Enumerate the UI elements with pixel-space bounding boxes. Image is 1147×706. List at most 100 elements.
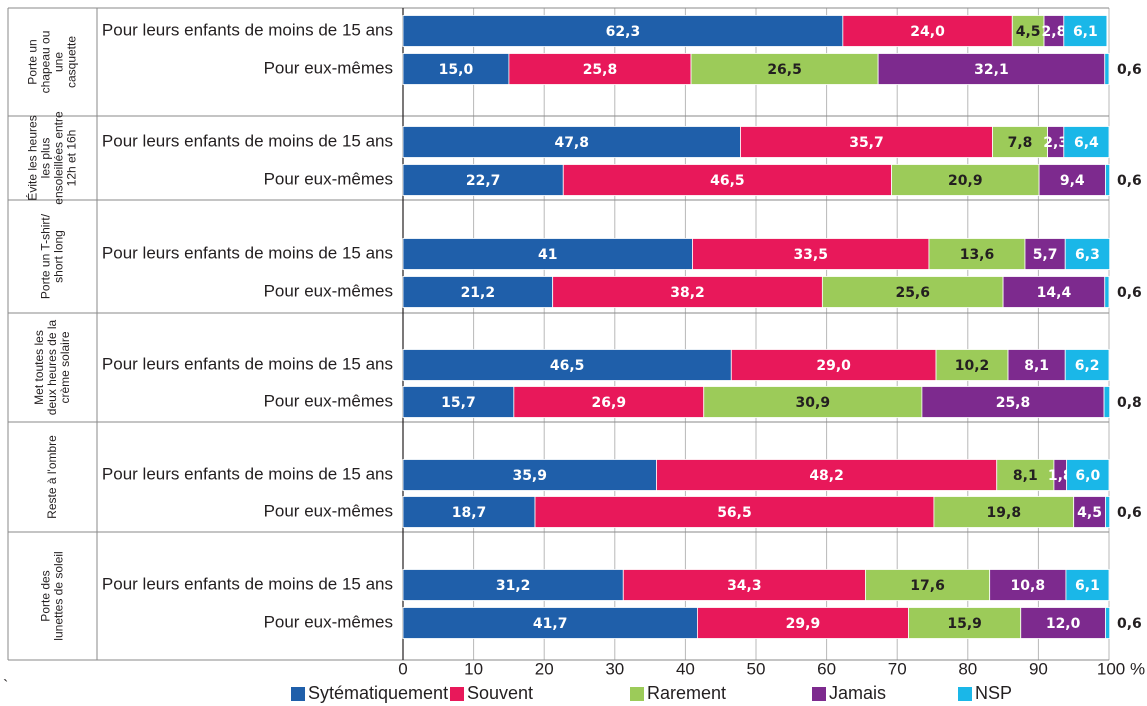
- row-label: Pour leurs enfants de moins de 15 ans: [102, 354, 393, 373]
- segment-value-label: 15,9: [947, 616, 982, 632]
- group-label: Porte unchapeau ouunecasquette: [26, 31, 79, 94]
- x-tick-label: 80: [958, 659, 977, 678]
- bar-segment: [562, 164, 892, 196]
- segment-value-label: 20,9: [948, 173, 983, 189]
- bar-segment: [1007, 349, 1066, 381]
- bar-segment: [402, 238, 693, 270]
- segment-value-label: 22,7: [466, 173, 501, 189]
- group-label: Met toutes lesdeux heures de lacrème sol…: [32, 319, 72, 415]
- segment-value-label: 9,4: [1060, 173, 1085, 189]
- bar-segment: [690, 53, 879, 85]
- bar-segment: [821, 276, 1004, 308]
- bar-segment: [692, 238, 930, 270]
- bar-segment: [891, 164, 1040, 196]
- segment-value-label: 13,6: [960, 247, 995, 263]
- legend-swatch: [958, 686, 972, 701]
- segment-value-label: 5,7: [1033, 247, 1058, 263]
- outside-value-label: 0,6: [1117, 62, 1142, 78]
- segment-value-label: 41: [538, 247, 557, 263]
- group-label-line: Porte des: [39, 570, 53, 621]
- group-label-line: casquette: [65, 36, 79, 88]
- segment-value-label: 48,2: [809, 468, 844, 484]
- x-tick-label: 90: [1029, 659, 1048, 678]
- segment-value-label: 4,5: [1016, 24, 1041, 40]
- group-label: Évite les heuresles plusensoleillées ent…: [25, 111, 79, 205]
- segment-value-label: 19,8: [987, 505, 1022, 521]
- bar-segment: [402, 569, 624, 601]
- group-label-line: Porte un: [26, 39, 40, 84]
- segment-value-label: 15,0: [439, 62, 474, 78]
- row-label: Pour eux-mêmes: [264, 501, 393, 520]
- group-label-line: lunettes de soleil: [52, 551, 66, 640]
- bar-segment: [908, 607, 1022, 639]
- segment-value-label: 7,8: [1008, 135, 1033, 151]
- bar-segment: [1105, 496, 1111, 528]
- row-label: Pour eux-mêmes: [264, 612, 393, 631]
- segment-value-label: 6,3: [1075, 247, 1100, 263]
- bar-segment: [877, 53, 1106, 85]
- segment-value-label: 6,2: [1075, 358, 1100, 374]
- segment-value-label: 14,4: [1037, 285, 1072, 301]
- segment-value-label: 29,9: [786, 616, 821, 632]
- segment-value-label: 4,5: [1077, 505, 1102, 521]
- segment-value-label: 34,3: [727, 578, 762, 594]
- x-tick-label: 10: [464, 659, 483, 678]
- segment-value-label: 10,8: [1011, 578, 1046, 594]
- x-tick-label: 0: [398, 659, 407, 678]
- segment-value-label: 35,7: [849, 135, 884, 151]
- group-label-line: short long: [52, 230, 66, 283]
- row-label: Pour eux-mêmes: [264, 169, 393, 188]
- bar-segment: [1024, 238, 1066, 270]
- group-label-line: Met toutes les: [32, 330, 46, 405]
- legend-item: NSP: [958, 681, 1012, 706]
- bar-segment: [402, 126, 741, 158]
- bar-segment: [534, 496, 935, 528]
- segment-value-label: 8,1: [1013, 468, 1038, 484]
- bar-segment: [1065, 569, 1110, 601]
- segment-value-label: 6,1: [1073, 24, 1098, 40]
- segment-value-label: 35,9: [512, 468, 547, 484]
- group-label-line: Porte un T-shirt/: [39, 213, 53, 299]
- segment-value-label: 46,5: [710, 173, 745, 189]
- segment-value-label: 46,5: [550, 358, 585, 374]
- group-label-line: chapeau ou: [39, 31, 53, 94]
- bar-segment: [402, 496, 536, 528]
- x-tick-label: 40: [676, 659, 695, 678]
- segment-value-label: 6,0: [1075, 468, 1100, 484]
- row-label: Pour leurs enfants de moins de 15 ans: [102, 20, 393, 39]
- stray-mark: `: [3, 678, 9, 695]
- segment-value-label: 17,6: [910, 578, 945, 594]
- segment-value-label: 25,8: [996, 395, 1031, 411]
- segment-value-label: 33,5: [793, 247, 828, 263]
- bar-segment: [1103, 386, 1111, 418]
- bar-segment: [697, 607, 909, 639]
- segment-value-label: 6,4: [1074, 135, 1099, 151]
- x-tick-label: 100 %: [1097, 659, 1145, 678]
- segment-value-label: 29,0: [816, 358, 851, 374]
- bar-segment: [1063, 126, 1110, 158]
- segment-value-label: 15,7: [441, 395, 476, 411]
- bar-segment: [992, 126, 1048, 158]
- bar-segment: [1064, 238, 1111, 270]
- bar-segment: [865, 569, 991, 601]
- bar-segment: [622, 569, 866, 601]
- segment-value-label: 31,2: [496, 578, 531, 594]
- row-label: Pour leurs enfants de moins de 15 ans: [102, 243, 393, 262]
- bar-segment: [1073, 496, 1106, 528]
- segment-value-label: 26,5: [767, 62, 802, 78]
- row-label: Pour eux-mêmes: [264, 391, 393, 410]
- segment-value-label: 12,0: [1046, 616, 1081, 632]
- group-label: Porte un T-shirt/short long: [39, 213, 66, 299]
- x-tick-label: 50: [747, 659, 766, 678]
- row-label: Pour leurs enfants de moins de 15 ans: [102, 464, 393, 483]
- bar-segment: [1063, 15, 1108, 47]
- outside-value-label: 0,6: [1117, 505, 1142, 521]
- bar-segment: [921, 386, 1105, 418]
- group-label-line: Reste à l'ombre: [45, 435, 59, 519]
- segment-value-label: 62,3: [606, 24, 641, 40]
- segment-value-label: 8,1: [1024, 358, 1049, 374]
- segment-value-label: 2,8: [1042, 24, 1067, 40]
- group-label: Porte deslunettes de soleil: [39, 551, 66, 640]
- bar-segment: [933, 496, 1075, 528]
- outside-value-label: 0,6: [1117, 285, 1142, 301]
